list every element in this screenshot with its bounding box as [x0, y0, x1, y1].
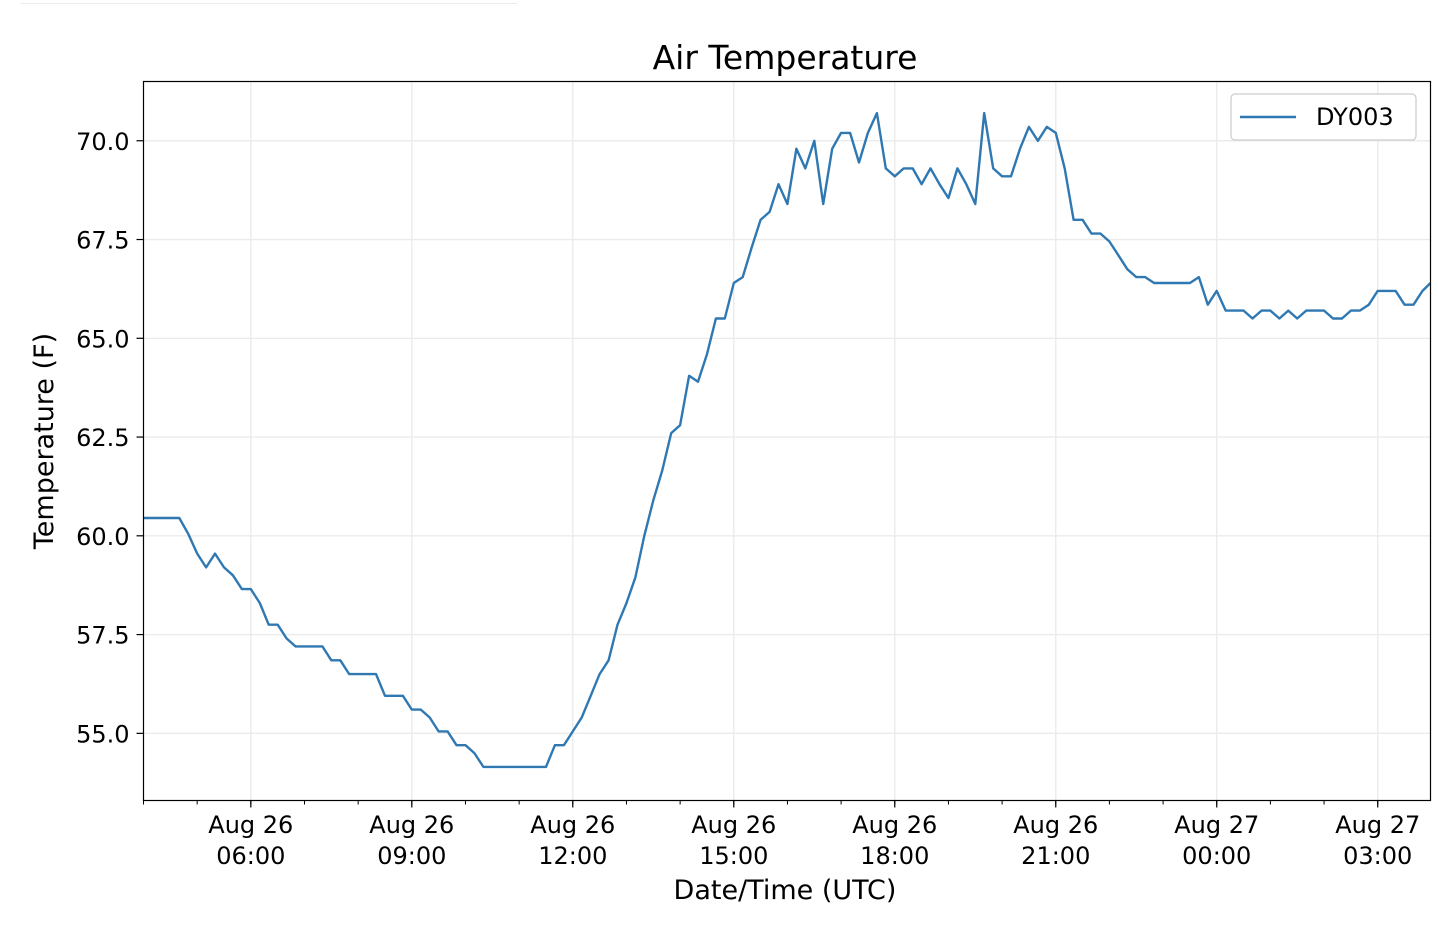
x-tick-label-time: 15:00	[699, 842, 768, 870]
x-axis-ticks: Aug 26 06:00 Aug 26 09:00 Aug 26 12:00 Aug 26 1…	[143, 800, 1420, 870]
x-tick-label-time: 12:00	[538, 842, 607, 870]
x-tick-label-date: Aug 27	[1174, 811, 1259, 839]
legend-label: DY003	[1316, 103, 1394, 131]
series-line-dy003	[143, 111, 1432, 769]
y-axis-ticks: 55.0 57.5 60.0 62.5 65.0 67.5 70.0	[76, 128, 144, 748]
grid-lines	[143, 81, 1431, 801]
y-tick-label: 60.0	[76, 523, 129, 551]
x-tick-label-date: Aug 26	[691, 811, 776, 839]
x-tick-label-time: 06:00	[216, 842, 285, 870]
legend: DY003	[1230, 93, 1417, 141]
plot-frame	[142, 80, 1432, 802]
x-tick-label-date: Aug 27	[1335, 811, 1420, 839]
y-axis-label: Temperature (F)	[29, 333, 60, 550]
y-tick-label: 55.0	[76, 720, 129, 748]
legend-box	[1230, 93, 1417, 141]
y-tick-label: 62.5	[76, 424, 129, 452]
x-tick-label-time: 09:00	[377, 842, 446, 870]
x-tick-label-date: Aug 26	[369, 811, 454, 839]
x-tick-label-date: Aug 26	[208, 811, 293, 839]
x-tick-label-date: Aug 26	[530, 811, 615, 839]
x-tick-label-date: Aug 26	[1013, 811, 1098, 839]
x-tick-label-time: 18:00	[860, 842, 929, 870]
x-tick-label-time: 00:00	[1182, 842, 1251, 870]
y-tick-label: 67.5	[76, 227, 129, 255]
chart-title: Air Temperature	[653, 38, 918, 77]
y-tick-label: 65.0	[76, 325, 129, 353]
x-tick-label-date: Aug 26	[852, 811, 937, 839]
top-divider	[20, 0, 517, 4]
x-axis-label: Date/Time (UTC)	[674, 875, 897, 906]
series-layer	[143, 111, 1432, 769]
x-tick-label-time: 03:00	[1343, 842, 1412, 870]
y-tick-label: 57.5	[76, 622, 129, 650]
y-tick-label: 70.0	[76, 128, 129, 156]
x-tick-label-time: 21:00	[1021, 842, 1090, 870]
